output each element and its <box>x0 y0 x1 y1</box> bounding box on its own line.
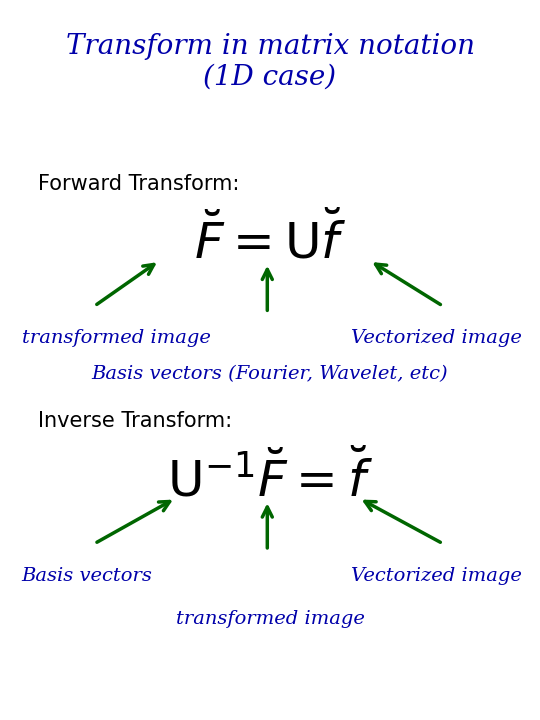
Text: (1D case): (1D case) <box>204 63 336 91</box>
Text: transformed image: transformed image <box>22 329 211 347</box>
Text: $\mathrm{U}^{-1}\breve{F} = \breve{f}$: $\mathrm{U}^{-1}\breve{F} = \breve{f}$ <box>167 451 373 506</box>
Text: Transform in matrix notation: Transform in matrix notation <box>65 33 475 60</box>
Text: $\breve{F} = \mathrm{U}\breve{f}$: $\breve{F} = \mathrm{U}\breve{f}$ <box>194 214 346 269</box>
Text: Forward Transform:: Forward Transform: <box>38 174 239 194</box>
Text: Basis vectors (Fourier, Wavelet, etc): Basis vectors (Fourier, Wavelet, etc) <box>92 366 448 383</box>
Text: transformed image: transformed image <box>176 610 364 628</box>
Text: Vectorized image: Vectorized image <box>351 567 522 585</box>
Text: Basis vectors: Basis vectors <box>22 567 152 585</box>
Text: Inverse Transform:: Inverse Transform: <box>38 411 232 431</box>
Text: Vectorized image: Vectorized image <box>351 329 522 347</box>
